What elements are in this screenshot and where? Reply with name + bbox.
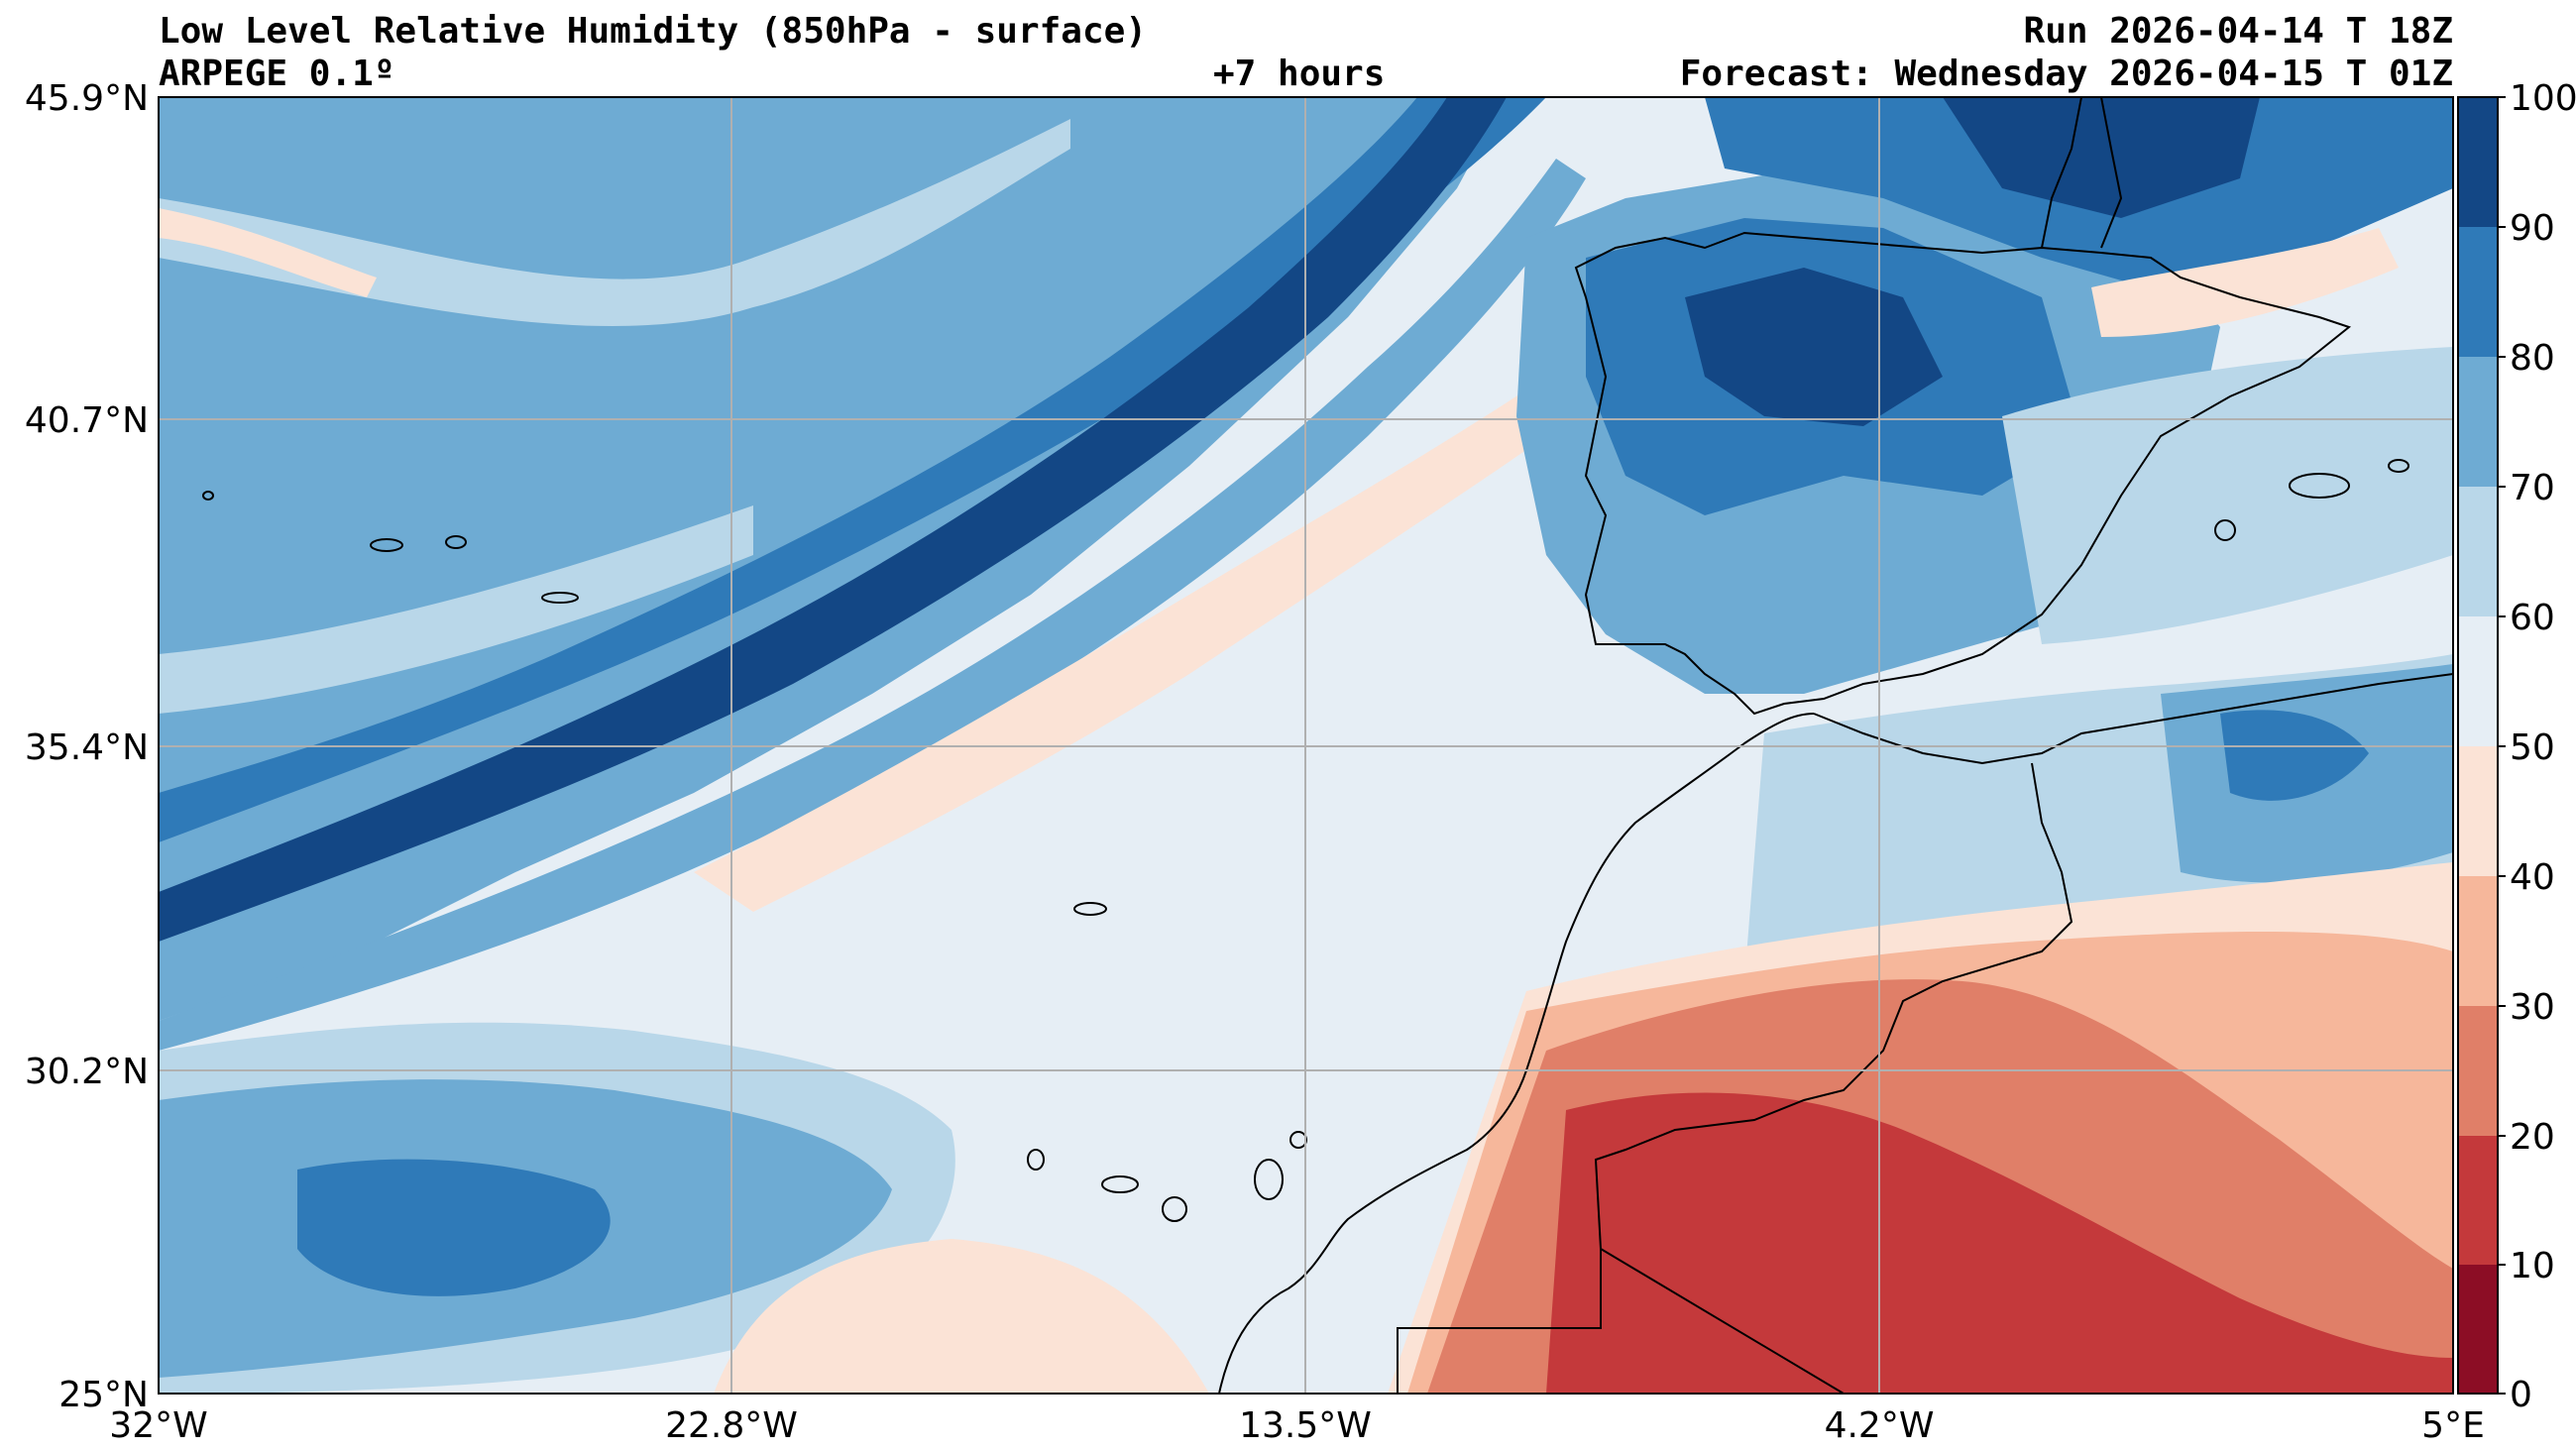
france-darkest [1943, 97, 2260, 218]
sahara-10-20 [1546, 1092, 2453, 1394]
med-light [2002, 347, 2453, 644]
nw-streak-3 [159, 208, 377, 297]
colorbar-label: 50 [2510, 727, 2555, 768]
dry-tongue [694, 377, 1546, 912]
lon-label: 22.8°W [665, 1405, 798, 1446]
map-title: Low Level Relative Humidity (850hPa - su… [159, 11, 1147, 52]
colorbar-swatch [2458, 876, 2498, 1006]
coastlines [202, 97, 2453, 1394]
colorbar-label: 80 [2510, 338, 2555, 379]
lat-label: 30.2°N [25, 1052, 149, 1092]
colorbar-swatch [2458, 97, 2498, 227]
colorbar-label: 30 [2510, 987, 2555, 1028]
lat-label: 40.7°N [25, 400, 149, 441]
colorbar-swatch [2458, 1265, 2498, 1394]
colorbar-label: 10 [2510, 1246, 2555, 1286]
lat-label: 45.9°N [25, 78, 149, 119]
lat-label: 35.4°N [25, 727, 149, 768]
maghreb-core [2220, 710, 2369, 801]
lat-label: 25°N [58, 1375, 149, 1415]
colorbar-swatch [2458, 357, 2498, 487]
morocco-algeria-border [1397, 762, 2073, 1394]
med-dry-patch [2091, 228, 2399, 337]
south-dry-light [714, 1239, 1209, 1394]
colorbar-swatch [2458, 227, 2498, 357]
colorbar-swatch [2458, 1136, 2498, 1265]
colorbar: 100 90 80 70 60 50 40 30 20 10 0 [2457, 78, 2576, 1415]
colorbar-label: 70 [2510, 468, 2555, 508]
model-label: ARPEGE 0.1º [159, 54, 395, 94]
france-coast [2041, 97, 2123, 249]
sw-core [297, 1159, 611, 1296]
dark-band-core [159, 97, 1507, 942]
iberia-coast [1574, 231, 2352, 716]
colorbar-swatch [2458, 746, 2498, 876]
colorbar-swatch [2458, 616, 2498, 746]
run-label: Run 2026-04-14 T 18Z [2023, 11, 2453, 52]
forecast-label: Forecast: Wednesday 2026-04-15 T 01Z [1679, 54, 2453, 94]
colorbar-label: 90 [2510, 208, 2555, 249]
maghreb-coast [1813, 673, 2453, 765]
lon-label: 4.2°W [1825, 1405, 1935, 1446]
colorbar-ticks [2498, 96, 2506, 1395]
colorbar-label: 0 [2510, 1375, 2532, 1415]
colorbar-swatch [2458, 487, 2498, 616]
nw-streak-1 [159, 119, 1070, 327]
nw-streak-2 [159, 505, 753, 714]
colorbar-label: 20 [2510, 1117, 2555, 1158]
lon-label: 5°E [2421, 1405, 2485, 1446]
islands [202, 459, 2409, 1222]
colorbar-swatch [2458, 1006, 2498, 1136]
colorbar-label: 100 [2510, 78, 2576, 119]
lon-label: 32°W [109, 1405, 207, 1446]
lon-label: 13.5°W [1239, 1405, 1372, 1446]
lead-time-label: +7 hours [1213, 54, 1386, 94]
colorbar-label: 60 [2510, 598, 2555, 638]
colorbar-label: 40 [2510, 857, 2555, 898]
gridlines [159, 97, 2453, 1394]
map-frame [158, 96, 2454, 1395]
